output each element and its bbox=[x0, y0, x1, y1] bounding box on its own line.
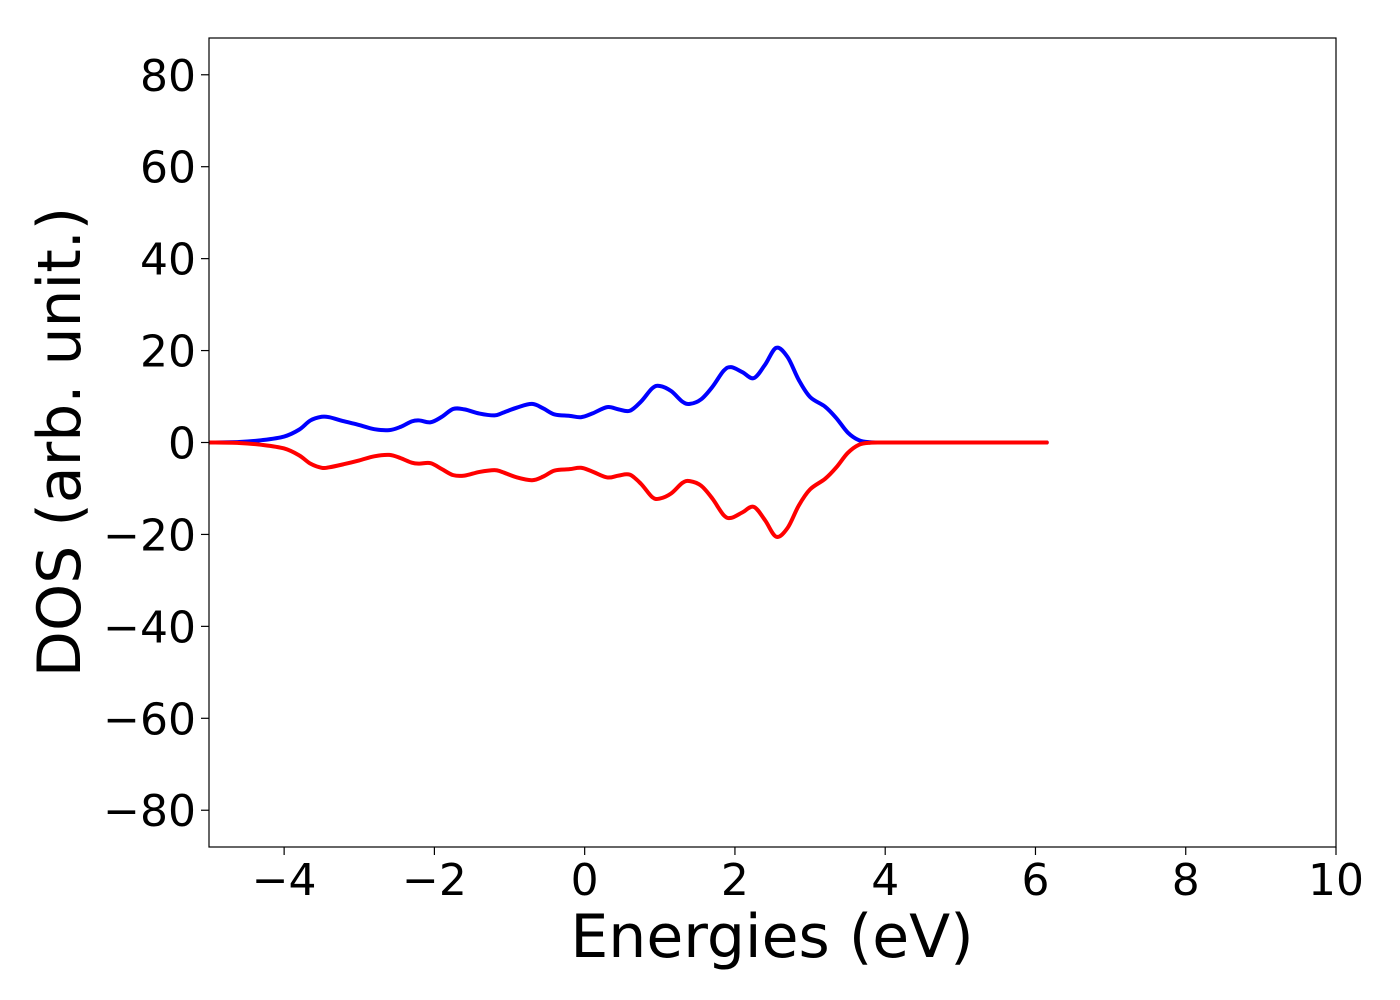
x-tick-label: 4 bbox=[871, 855, 899, 906]
y-tick-label: −80 bbox=[103, 786, 196, 837]
y-tick-label: 40 bbox=[140, 235, 196, 286]
y-axis: −80 −60 −40 −20 0 20 40 60 80 bbox=[103, 51, 209, 837]
y-tick-label: −60 bbox=[103, 694, 196, 745]
y-tick-label: 20 bbox=[140, 327, 196, 378]
x-tick-label: 2 bbox=[721, 855, 749, 906]
y-axis-title: DOS (arb. unit.) bbox=[25, 207, 95, 677]
x-tick-label: 6 bbox=[1021, 855, 1049, 906]
x-tick-label: −4 bbox=[252, 855, 317, 906]
x-axis-title: Energies (eV) bbox=[570, 902, 973, 972]
x-axis: −4 −2 0 2 4 6 8 10 bbox=[252, 847, 1364, 906]
y-tick-label: 80 bbox=[140, 51, 196, 102]
y-tick-label: −40 bbox=[103, 602, 196, 653]
x-tick-label: −2 bbox=[402, 855, 467, 906]
y-tick-label: −20 bbox=[103, 510, 196, 561]
x-tick-label: 8 bbox=[1172, 855, 1200, 906]
series-line-up bbox=[209, 345, 1049, 445]
y-tick-label: 0 bbox=[168, 419, 196, 470]
x-tick-label: 10 bbox=[1308, 855, 1364, 906]
x-tick-label: 0 bbox=[571, 855, 599, 906]
y-tick-label: 60 bbox=[140, 143, 196, 194]
series-line-down bbox=[209, 440, 1049, 539]
series-layer bbox=[209, 345, 1049, 539]
